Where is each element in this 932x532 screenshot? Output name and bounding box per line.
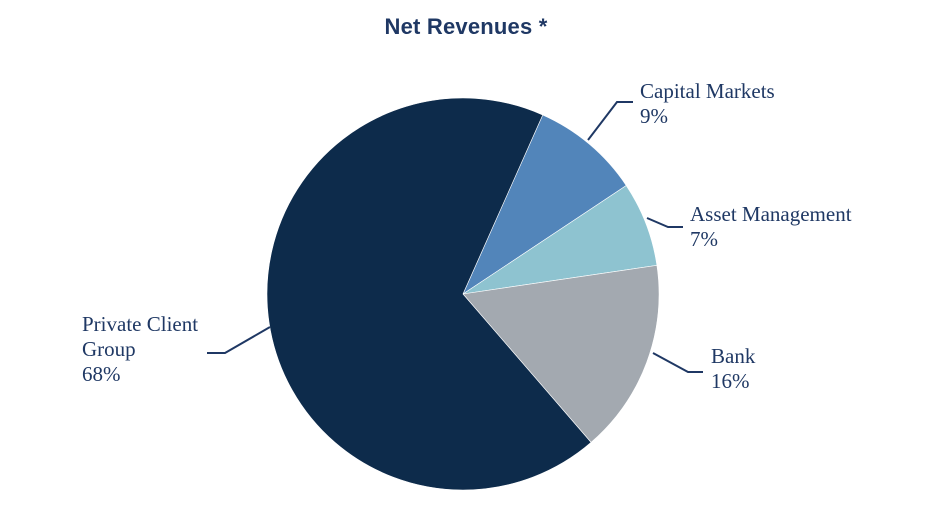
slice-label-bank: Bank 16% — [711, 344, 831, 394]
slice-label-percent: 68% — [82, 362, 121, 386]
slice-label-capital-markets: Capital Markets 9% — [640, 79, 840, 129]
leader-line-bank — [652, 352, 703, 373]
slice-label-name: Capital Markets — [640, 79, 775, 103]
slice-label-name: Bank — [711, 344, 756, 368]
slice-label-asset-management: Asset Management 7% — [690, 202, 910, 252]
pie-slice-bank — [462, 265, 660, 443]
slice-label-percent: 16% — [711, 369, 750, 393]
chart-title: Net Revenues * — [384, 14, 548, 39]
leader-line-capital-markets — [587, 101, 633, 141]
leader-line-asset-management — [646, 217, 683, 228]
slice-label-percent: 9% — [640, 104, 668, 128]
slice-label-name: Private Client Group — [82, 312, 199, 361]
pie-slice-private-client-group — [266, 97, 592, 491]
pie-slices-group — [266, 97, 660, 491]
slice-label-name: Asset Management — [690, 202, 852, 226]
slice-label-private-client-group: Private Client Group 68% — [82, 312, 218, 387]
leader-lines-group — [207, 101, 703, 373]
slice-label-percent: 7% — [690, 227, 718, 251]
leader-line-private-client-group — [207, 326, 271, 354]
pie-slice-capital-markets — [462, 114, 627, 295]
